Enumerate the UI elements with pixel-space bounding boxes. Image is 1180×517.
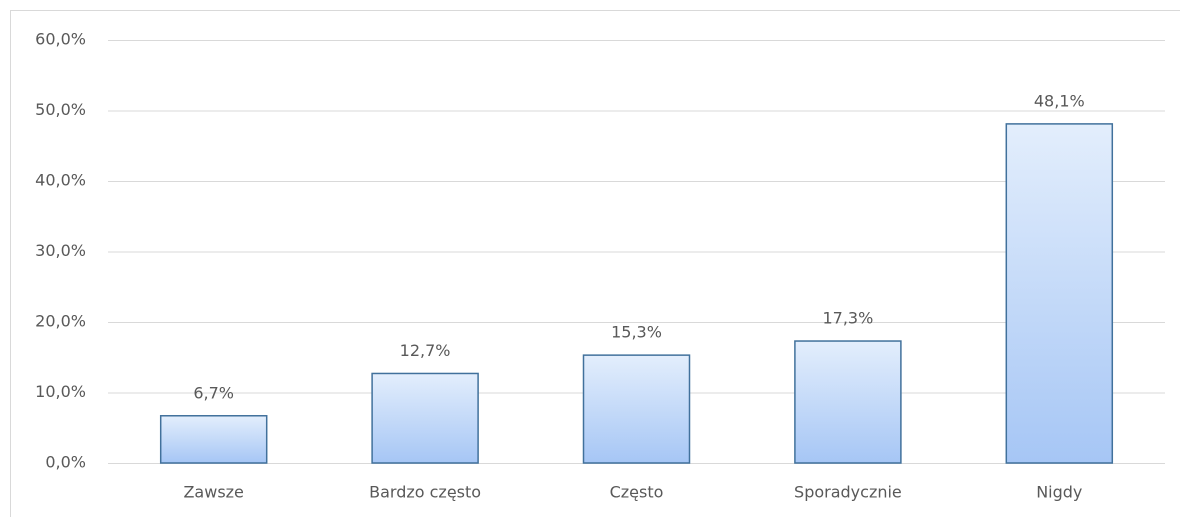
data-label: 6,7%	[193, 383, 234, 402]
x-tick-label: Sporadycznie	[794, 483, 902, 502]
bar	[159, 415, 268, 464]
x-tick-label: Zawsze	[183, 483, 243, 502]
y-tick-label: 0,0%	[45, 453, 86, 472]
y-tick-label: 40,0%	[35, 171, 86, 190]
y-tick-label: 30,0%	[35, 241, 86, 260]
data-label: 12,7%	[400, 341, 451, 360]
chart-border	[10, 10, 1180, 517]
bar	[794, 340, 902, 464]
x-tick-label: Często	[610, 483, 664, 502]
x-tick-label: Nigdy	[1036, 483, 1082, 502]
data-label: 17,3%	[822, 309, 873, 328]
data-label: 15,3%	[611, 323, 662, 342]
bar	[1005, 123, 1114, 464]
y-tick-label: 60,0%	[35, 30, 86, 49]
data-label: 48,1%	[1034, 91, 1085, 110]
x-tick-label: Bardzo często	[369, 483, 481, 502]
y-tick-label: 10,0%	[35, 382, 86, 401]
bar	[371, 372, 479, 464]
bar	[582, 354, 691, 464]
y-tick-label: 50,0%	[35, 100, 86, 119]
y-tick-label: 20,0%	[35, 312, 86, 331]
